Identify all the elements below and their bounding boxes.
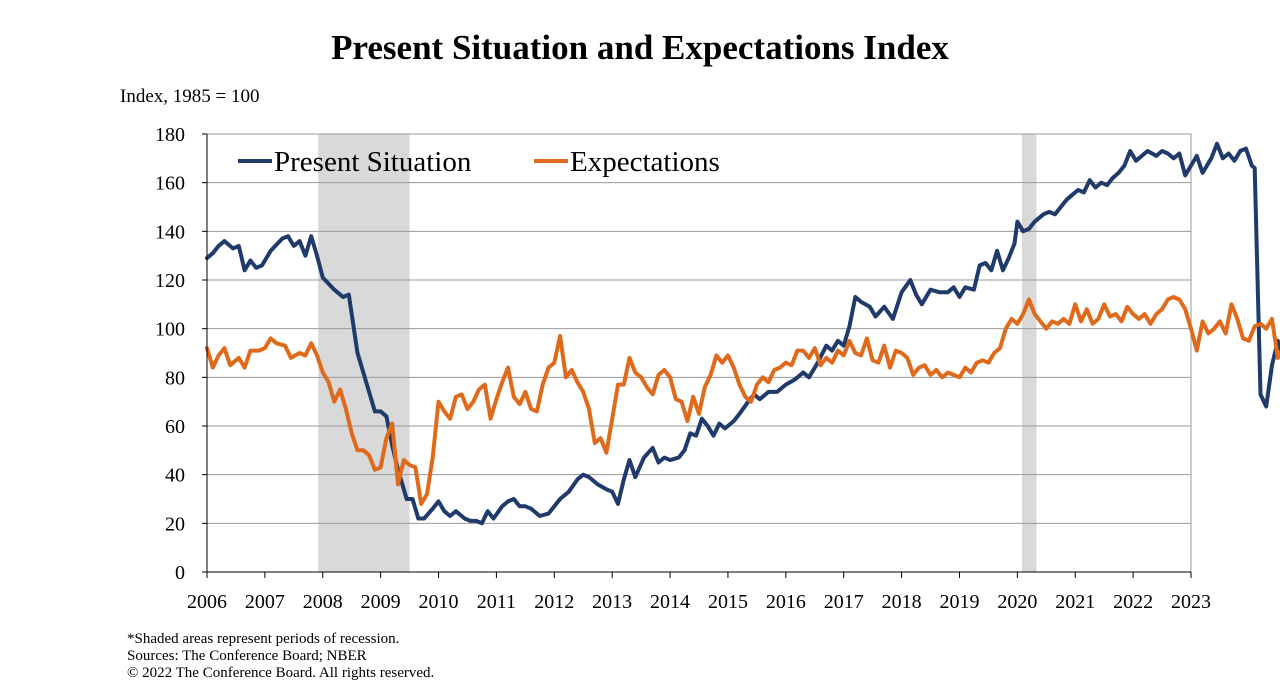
footnotes: *Shaded areas represent periods of reces…	[127, 631, 434, 682]
x-tick-label: 2010	[419, 591, 459, 613]
chart-title: Present Situation and Expectations Index	[331, 28, 949, 67]
recession-bands	[318, 134, 1037, 572]
series-line-present-situation	[205, 141, 1280, 526]
x-tick-label: 2019	[939, 591, 979, 613]
y-tick-label: 0	[175, 562, 185, 584]
y-tick-label: 60	[165, 416, 185, 438]
y-tick-label: 20	[165, 513, 185, 535]
y-tick-label: 140	[155, 221, 185, 243]
x-tick-label: 2011	[477, 591, 516, 613]
x-tick-label: 2017	[824, 591, 864, 613]
x-tick-label: 2009	[361, 591, 401, 613]
y-tick-label: 180	[155, 124, 185, 146]
series-line-expectations	[205, 295, 1280, 506]
recession-band-1	[1021, 134, 1037, 572]
x-tick-label: 2014	[650, 591, 690, 613]
x-tick-label: 2006	[187, 591, 227, 613]
recession-note: *Shaded areas represent periods of reces…	[127, 631, 400, 647]
sources-note: Sources: The Conference Board; NBER	[127, 648, 367, 664]
x-tick-label: 2021	[1055, 591, 1095, 613]
copyright-note: © 2022 The Conference Board. All rights …	[127, 665, 435, 681]
x-tick-label: 2016	[766, 591, 806, 613]
legend: Present Situation Expectations	[238, 146, 720, 178]
series-lines	[205, 141, 1280, 526]
x-tick-label: 2012	[534, 591, 574, 613]
x-tick-label: 2015	[708, 591, 748, 613]
y-tick-label: 160	[155, 173, 185, 195]
recession-band-0	[318, 134, 410, 572]
x-tick-label: 2022	[1113, 591, 1153, 613]
y-axis-label: Index, 1985 = 100	[120, 86, 260, 107]
x-tick-label: 2023	[1171, 591, 1211, 613]
y-tick-label: 100	[155, 319, 185, 341]
x-tick-label: 2007	[245, 591, 285, 613]
x-tick-label: 2018	[882, 591, 922, 613]
legend-label-0: Present Situation	[274, 146, 472, 178]
axes: 0 20 40 60 80 100 120 140 160 180 2006 2007 2008 2009…	[155, 124, 1211, 613]
x-tick-label: 2013	[592, 591, 632, 613]
gridlines	[207, 182, 1191, 524]
y-tick-label: 80	[165, 367, 185, 389]
x-tick-label: 2008	[303, 591, 343, 613]
y-tick-label: 40	[165, 465, 185, 487]
x-tick-label: 2020	[997, 591, 1037, 613]
legend-label-1: Expectations	[570, 146, 720, 178]
y-tick-label: 120	[155, 270, 185, 292]
